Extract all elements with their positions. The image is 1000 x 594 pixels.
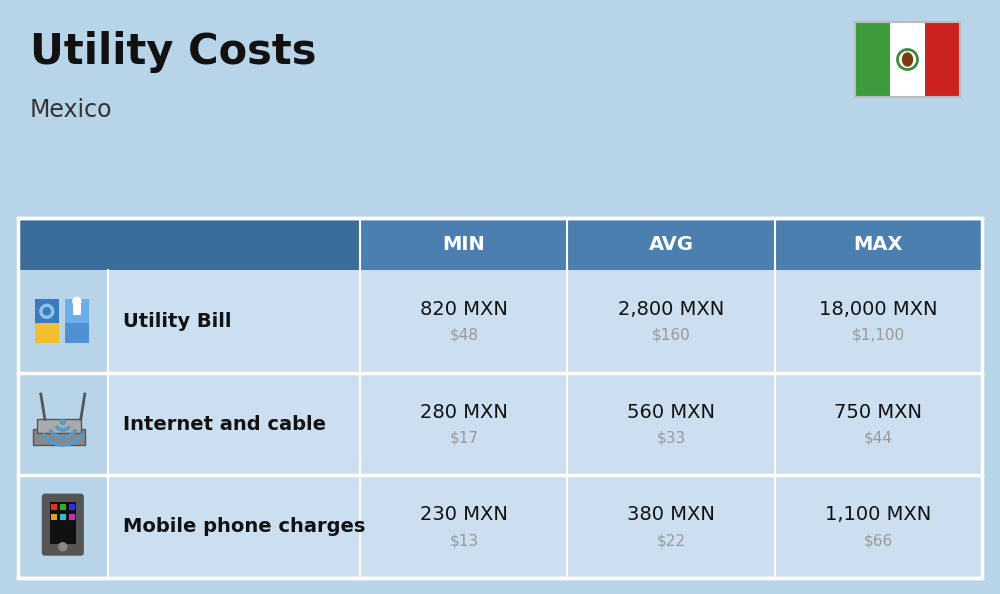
Bar: [18, 372, 108, 475]
Bar: [18, 218, 982, 270]
Bar: [18, 475, 108, 578]
Bar: [18, 218, 360, 270]
Text: 230 MXN: 230 MXN: [420, 505, 508, 524]
Text: 2,800 MXN: 2,800 MXN: [618, 300, 724, 319]
Text: 750 MXN: 750 MXN: [834, 403, 922, 422]
Text: $33: $33: [656, 431, 686, 446]
Text: $22: $22: [657, 533, 686, 548]
Text: $13: $13: [449, 533, 478, 548]
Text: 1,100 MXN: 1,100 MXN: [825, 505, 931, 524]
Bar: [69, 504, 75, 510]
Bar: [33, 429, 85, 445]
Bar: [35, 323, 59, 343]
Text: 380 MXN: 380 MXN: [627, 505, 715, 524]
Text: 18,000 MXN: 18,000 MXN: [819, 300, 938, 319]
Text: Mexico: Mexico: [30, 98, 112, 122]
Bar: [855, 22, 890, 97]
Text: $160: $160: [652, 328, 690, 343]
Text: $1,100: $1,100: [852, 328, 905, 343]
FancyBboxPatch shape: [43, 495, 83, 555]
Text: $48: $48: [449, 328, 478, 343]
Text: MAX: MAX: [854, 235, 903, 254]
Circle shape: [73, 298, 81, 305]
Bar: [18, 218, 982, 578]
Bar: [890, 22, 925, 97]
Bar: [18, 372, 982, 475]
Bar: [51, 504, 57, 510]
Bar: [50, 502, 76, 544]
Bar: [60, 514, 66, 520]
Text: Internet and cable: Internet and cable: [123, 415, 326, 434]
Circle shape: [40, 304, 54, 318]
Bar: [65, 299, 89, 323]
Bar: [37, 419, 81, 433]
Bar: [925, 22, 960, 97]
Text: AVG: AVG: [649, 235, 694, 254]
Text: Utility Bill: Utility Bill: [123, 312, 231, 331]
Circle shape: [59, 543, 67, 551]
Bar: [18, 270, 982, 372]
Text: 560 MXN: 560 MXN: [627, 403, 715, 422]
Bar: [73, 304, 81, 315]
Text: Utility Costs: Utility Costs: [30, 31, 316, 73]
Text: $44: $44: [864, 431, 893, 446]
Text: MIN: MIN: [442, 235, 485, 254]
Bar: [855, 22, 960, 97]
Bar: [35, 299, 59, 323]
Text: $17: $17: [449, 431, 478, 446]
Circle shape: [43, 308, 50, 315]
Bar: [18, 270, 108, 372]
Text: Mobile phone charges: Mobile phone charges: [123, 517, 365, 536]
Bar: [51, 514, 57, 520]
Circle shape: [60, 419, 65, 425]
Text: 280 MXN: 280 MXN: [420, 403, 508, 422]
Bar: [65, 323, 89, 343]
Bar: [18, 475, 982, 578]
Bar: [60, 504, 66, 510]
Text: $66: $66: [864, 533, 893, 548]
Text: 820 MXN: 820 MXN: [420, 300, 508, 319]
Bar: [69, 514, 75, 520]
Ellipse shape: [902, 53, 912, 66]
